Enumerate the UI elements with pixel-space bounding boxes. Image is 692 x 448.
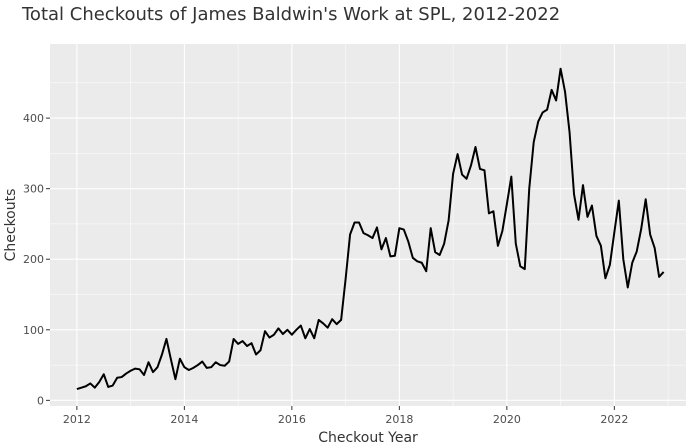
y-tick-label: 400: [23, 112, 44, 125]
plot-panel: [50, 44, 686, 406]
x-tick-label: 2016: [278, 413, 306, 426]
y-tick-label: 200: [23, 253, 44, 266]
y-tick-label: 100: [23, 324, 44, 337]
grid-major: [50, 44, 686, 406]
x-tick-label: 2022: [600, 413, 628, 426]
x-axis-title: Checkout Year: [318, 430, 418, 446]
y-axis-title: Checkouts: [3, 189, 19, 262]
grid-minor: [50, 44, 686, 406]
x-axis: 2012 2014 2016 2018 2020 2022: [63, 406, 628, 426]
checkouts-line: [76, 67, 665, 391]
y-axis: 0 100 200 300 400: [23, 112, 50, 407]
y-tick-label: 0: [37, 394, 44, 407]
x-tick-label: 2012: [63, 413, 91, 426]
x-tick-label: 2020: [493, 413, 521, 426]
y-tick-label: 300: [23, 183, 44, 196]
x-tick-label: 2018: [385, 413, 413, 426]
chart-title: Total Checkouts of James Baldwin's Work …: [22, 4, 561, 25]
x-tick-label: 2014: [170, 413, 198, 426]
